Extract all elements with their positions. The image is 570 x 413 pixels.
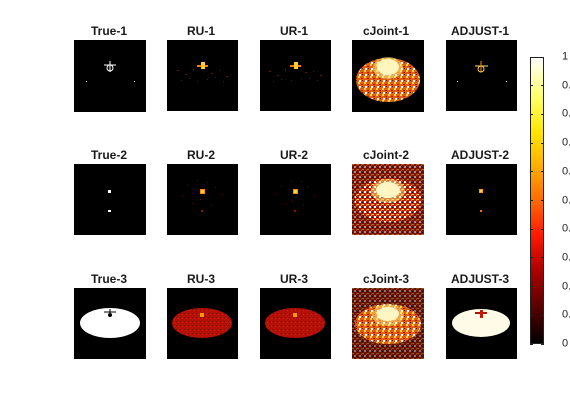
image-panel-ru-2 [167, 164, 238, 235]
colorbar-tick-mark [541, 257, 544, 258]
colorbar-tick-mark [530, 315, 533, 316]
colorbar-tick-mark [541, 143, 544, 144]
colorbar-tick-mark [541, 114, 544, 115]
colorbar-tick-mark [530, 229, 533, 230]
image-panel-ur-1 [260, 40, 331, 111]
image-panel-cjoint-2 [352, 164, 424, 235]
panel-title: ADJUST-2 [425, 148, 535, 162]
colorbar-tick-mark [530, 85, 533, 86]
colorbar-tick-mark [530, 57, 533, 58]
colorbar-tick-label: 0.8 [562, 109, 570, 120]
colorbar-tick-label: 1 [562, 52, 568, 63]
image-panel-true-3 [74, 288, 146, 359]
colorbar-tick-label: 0.7 [562, 138, 570, 149]
colorbar-tick-label: 0.1 [562, 310, 570, 321]
image-panel-ru-1 [167, 40, 238, 111]
colorbar-tick-mark [530, 344, 533, 345]
image-panel-true-1 [74, 40, 146, 112]
colorbar-tick-mark [530, 143, 533, 144]
colorbar-tick-mark [541, 200, 544, 201]
image-panel-true-2 [74, 164, 146, 235]
colorbar-tick-mark [530, 257, 533, 258]
colorbar-tick-mark [541, 315, 544, 316]
colorbar-tick-mark [541, 171, 544, 172]
image-panel-ur-3 [260, 288, 331, 359]
colorbar-tick-label: 0.6 [562, 166, 570, 177]
colorbar-tick-mark [530, 171, 533, 172]
colorbar-tick-label: 0.9 [562, 80, 570, 91]
colorbar-tick-mark [530, 286, 533, 287]
colorbar-tick-mark [541, 229, 544, 230]
colorbar-tick-mark [530, 114, 533, 115]
image-panel-cjoint-1 [352, 40, 424, 112]
colorbar-tick-mark [541, 57, 544, 58]
colorbar-tick-label: 0 [562, 339, 568, 350]
colorbar-tick-label: 0.4 [562, 224, 570, 235]
colorbar-tick-label: 0.2 [562, 281, 570, 292]
colorbar-tick-mark [541, 85, 544, 86]
panel-title: ADJUST-1 [425, 24, 535, 38]
image-panel-ur-2 [260, 164, 331, 235]
colorbar-tick-mark [541, 344, 544, 345]
colorbar-tick-label: 0.5 [562, 195, 570, 206]
image-panel-adjust-1 [446, 40, 517, 111]
image-panel-adjust-2 [446, 164, 517, 235]
image-panel-ru-3 [167, 288, 238, 359]
image-panel-adjust-3 [446, 288, 517, 359]
colorbar-tick-mark [541, 286, 544, 287]
colorbar-tick-label: 0.3 [562, 252, 570, 263]
image-panel-cjoint-3 [352, 288, 424, 359]
panel-title: ADJUST-3 [425, 272, 535, 286]
colorbar-tick-mark [530, 200, 533, 201]
